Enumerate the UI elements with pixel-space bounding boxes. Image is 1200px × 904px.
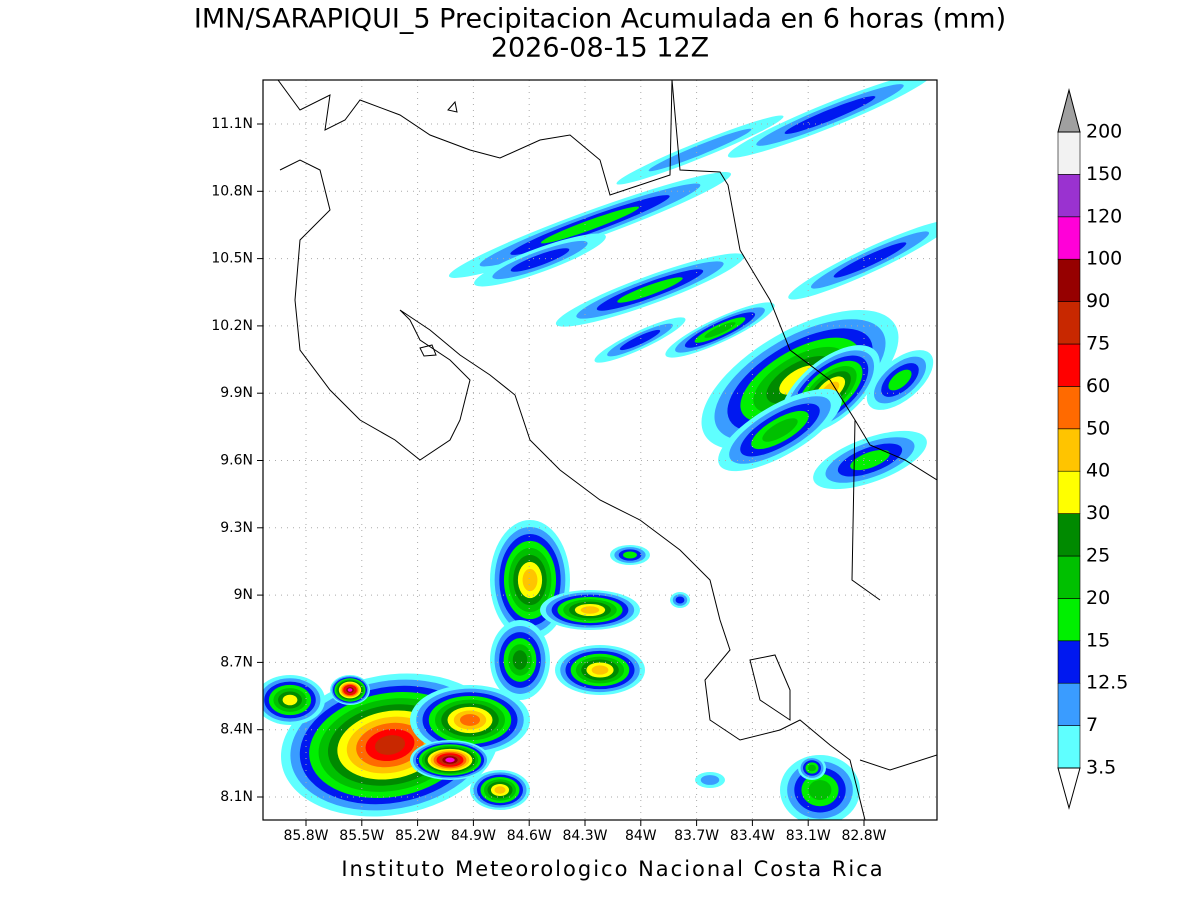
- colorbar-swatch: [1057, 513, 1081, 557]
- lat-label: 8.1N: [220, 789, 253, 805]
- colorbar-label: 120: [1086, 205, 1122, 227]
- colorbar-label: 3.5: [1086, 757, 1116, 779]
- colorbar-swatch: [1057, 725, 1081, 769]
- subtitle: 2026-08-15 12Z: [491, 33, 709, 64]
- colorbar-label: 60: [1086, 375, 1110, 397]
- lat-label: 11.1N: [211, 116, 253, 132]
- lat-label: 9.6N: [220, 453, 253, 469]
- colorbar-swatch: [1057, 640, 1081, 684]
- lon-label: 85.2W: [395, 828, 440, 844]
- colorbar-swatch: [1057, 682, 1081, 726]
- lon-label: 84.9W: [451, 828, 496, 844]
- precip-contour: [808, 764, 816, 772]
- precipitation-field: [263, 80, 937, 820]
- lon-label: 84.3W: [562, 828, 607, 844]
- colorbar-label: 7: [1086, 714, 1098, 736]
- lat-label: 9N: [234, 587, 253, 603]
- precip-contour: [648, 128, 752, 172]
- colorbar-over: [1057, 88, 1081, 133]
- map-frame: [262, 79, 938, 821]
- precip-contour: [460, 714, 480, 726]
- precip-contour: [700, 775, 720, 785]
- colorbar-label: 75: [1086, 333, 1110, 355]
- lon-label: 85.5W: [339, 828, 384, 844]
- precip-contour: [580, 606, 600, 614]
- colorbar-label: 150: [1086, 163, 1122, 185]
- lon-label: 84.6W: [507, 828, 552, 844]
- colorbar-label: 30: [1086, 502, 1110, 524]
- precip-contour: [347, 688, 353, 692]
- precip-contour: [623, 551, 637, 559]
- colorbar-swatch: [1057, 301, 1081, 345]
- colorbar-label: 100: [1086, 248, 1122, 270]
- lon-label: 83.7W: [674, 828, 719, 844]
- colorbar-swatch: [1057, 174, 1081, 218]
- lat-label: 9.9N: [220, 385, 253, 401]
- precip-contour: [510, 248, 570, 272]
- coastlines: [277, 80, 937, 820]
- lon-label: 83.1W: [786, 828, 831, 844]
- lon-label: 85.8W: [283, 828, 328, 844]
- precip-contour: [282, 694, 298, 706]
- precip-contour: [374, 735, 406, 755]
- footer-credit: Instituto Meteorologico Nacional Costa R…: [341, 857, 884, 881]
- colorbar-label: 20: [1086, 587, 1110, 609]
- colorbar-swatch: [1057, 428, 1081, 472]
- colorbar-swatch: [1057, 598, 1081, 642]
- lat-label: 9.3N: [220, 520, 253, 536]
- colorbar-label: 25: [1086, 545, 1110, 567]
- colorbar-label: 90: [1086, 290, 1110, 312]
- colorbar-label: 200: [1086, 121, 1122, 143]
- precip-contour: [784, 96, 876, 134]
- lat-label: 10.2N: [211, 318, 253, 334]
- precip-contour: [617, 277, 683, 303]
- colorbar-label: 40: [1086, 460, 1110, 482]
- colorbar-swatch: [1057, 555, 1081, 599]
- colorbar-label: 15: [1086, 629, 1110, 651]
- colorbar-swatch: [1057, 343, 1081, 387]
- precip-contour: [619, 329, 661, 351]
- lat-label: 8.4N: [220, 722, 253, 738]
- colorbar-swatch: [1057, 258, 1081, 302]
- colorbar-swatch: [1057, 216, 1081, 260]
- precip-contour: [540, 206, 640, 244]
- lat-label: 10.8N: [211, 183, 253, 199]
- precip-contour: [512, 650, 528, 670]
- lat-label: 10.5N: [211, 251, 253, 267]
- precip-contour: [445, 757, 455, 763]
- title: IMN/SARAPIQUI_5 Precipitacion Acumulada …: [194, 4, 1006, 35]
- precip-contour: [591, 665, 609, 675]
- lon-label: 84W: [625, 828, 657, 844]
- colorbar-label: 50: [1086, 417, 1110, 439]
- colorbar-swatch: [1057, 131, 1081, 175]
- precip-contour: [704, 322, 736, 338]
- precip-contour: [808, 780, 832, 800]
- precip-contour: [888, 369, 912, 391]
- precip-contour: [675, 596, 685, 604]
- precip-contour: [833, 242, 907, 278]
- precip-contour: [494, 786, 506, 794]
- lat-label: 8.7N: [220, 654, 253, 670]
- precip-contour: [762, 418, 798, 442]
- colorbar-label: 12.5: [1086, 672, 1128, 694]
- precip-contour: [522, 568, 538, 592]
- colorbar: 3.5 7 12.5 15 20 25 30 40 50 60 75 90 100 120 150 200: [1057, 88, 1128, 810]
- colorbar-under: [1057, 767, 1081, 810]
- colorbar-swatch: [1057, 470, 1081, 514]
- colorbar-swatch: [1057, 386, 1081, 430]
- grid: 11.1N 10.8N 10.5N 10.2N 9.9N 9.6N 9.3N 9N 8.7N 8.…: [211, 80, 937, 844]
- lon-label: 83.4W: [730, 828, 775, 844]
- lon-label: 82.8W: [841, 828, 886, 844]
